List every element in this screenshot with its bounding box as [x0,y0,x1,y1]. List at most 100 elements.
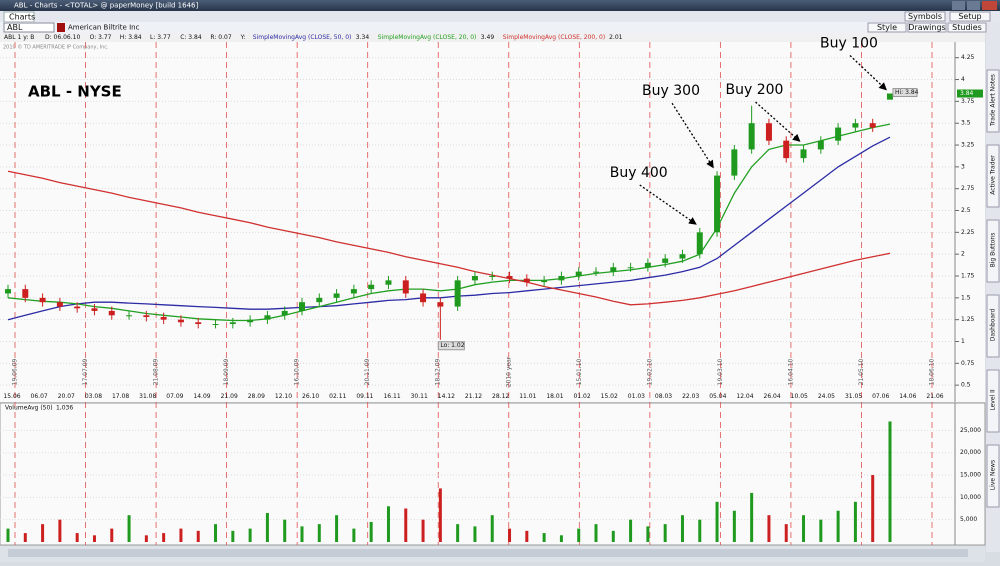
tab-label[interactable]: Charts [9,13,35,22]
candle-body [610,267,617,272]
quote-field: Y: [240,34,246,41]
tool-button[interactable] [867,22,907,33]
side-tab-label[interactable]: Level II [990,389,997,411]
candle-body [143,315,150,318]
volume-bar [732,510,736,542]
volume-title: VolumeAvg (50) [5,405,53,412]
scroll-thumb[interactable] [8,549,968,557]
candle-body [385,280,392,285]
study-value: 3.34 [356,34,370,41]
x-tick-label: 16.11 [383,393,400,400]
x-tick-label: 28.12 [492,393,509,400]
candle-body [333,293,340,298]
x-tick-label: 01.03 [628,393,645,400]
candle-body [22,289,29,298]
volume-bar [663,524,667,542]
volume-bar [162,533,166,542]
x-tick-label: 07.06 [872,393,889,400]
x-tick-label: 21.06 [926,393,943,400]
candle-body [852,123,859,128]
x-tick-label: 08.03 [655,393,672,400]
volume-bar [802,515,806,542]
x-tick-label: 12.10 [275,393,292,400]
x-tick-label: 21.12 [465,393,482,400]
volume-bar [888,421,892,542]
quote-field: C: 3.84 [180,34,202,41]
period-label: 15.01.10 [576,358,583,385]
candle-body [506,276,513,279]
side-tab[interactable] [986,369,1000,433]
volume-bar [646,526,650,542]
hi-box [892,88,918,98]
x-tick-label: 31.05 [845,393,862,400]
candle-body [558,276,565,281]
button-label[interactable]: Setup [958,12,981,21]
y-tick-label: 15,000 [960,472,981,479]
side-tab[interactable] [986,144,1000,208]
volume-bar [179,528,183,542]
candle-body [39,297,46,303]
volume-bar [715,501,719,542]
side-tab-label[interactable]: Active Trader [990,155,997,195]
symbol-input[interactable] [3,22,55,33]
side-tab-label[interactable]: Trade Alert Notes [990,74,997,127]
tool-button[interactable] [947,22,987,33]
candle-body [887,93,893,100]
volume-bar [283,519,287,542]
tool-label[interactable]: Studies [952,23,982,32]
side-tab[interactable] [986,444,1000,508]
side-tab[interactable] [986,69,1000,133]
quote-field: D: 06.06.10 [45,34,80,41]
volume-bar [41,524,45,542]
volume-bar [92,535,96,542]
volume-bar [421,519,425,542]
side-tab-label[interactable]: Live News [990,460,997,490]
side-tab[interactable] [986,294,1000,358]
volume-bar [317,524,321,542]
y-tick-label: 2.5 [961,207,971,214]
max-button[interactable] [967,1,980,10]
tool-label[interactable]: Style [877,23,897,32]
tool-label[interactable]: Drawings [908,23,945,32]
study-value: 2.01 [609,34,623,41]
company: American Biltrite Inc [68,24,140,32]
x-tick-label: 02.11 [329,393,346,400]
min-button[interactable] [952,1,965,10]
button[interactable] [949,11,991,22]
volume-bar [767,515,771,542]
x-tick-label: 03.08 [85,393,102,400]
candle-body [126,315,133,317]
study-legend: SimpleMovingAvg (CLOSE, 200, 0) [503,34,605,41]
annotation-arrow [849,55,887,91]
x-tick-label: 15.02 [601,393,618,400]
tool-button[interactable] [907,22,947,33]
period-label: 2010 year [505,356,512,387]
volume-bar [680,515,684,542]
volume-bar [871,475,875,542]
x-tick-label: 20.07 [58,393,75,400]
y-tick-label: 1.75 [961,273,975,280]
button-label[interactable]: Symbols [908,12,942,21]
x-tick-label: 21.09 [221,393,238,400]
last-price: 3.84 [960,90,974,97]
volume-bar [144,535,148,542]
candle-body [783,140,790,159]
volume-bar [456,524,460,542]
side-tab-label[interactable]: Dashboard [990,309,997,342]
x-tick-label: 18.01 [546,393,563,400]
candle-body [264,315,271,320]
period-label: 19.06.09 [12,358,19,385]
symbol[interactable]: ABL [7,23,23,32]
y-tick-label: 0.5 [961,382,971,389]
side-tab-label[interactable]: Big Buttons [990,233,997,268]
close-button[interactable] [982,1,997,10]
moving-average-line [7,123,891,322]
candle-body [177,319,184,323]
y-tick-label: 2.75 [961,185,975,192]
side-tab[interactable] [986,219,1000,283]
button[interactable] [904,11,946,22]
volume-bar [75,533,79,542]
y-tick-label: 1.25 [961,316,975,323]
volume-bar [127,515,131,542]
y-tick-label: 4.25 [961,54,975,61]
